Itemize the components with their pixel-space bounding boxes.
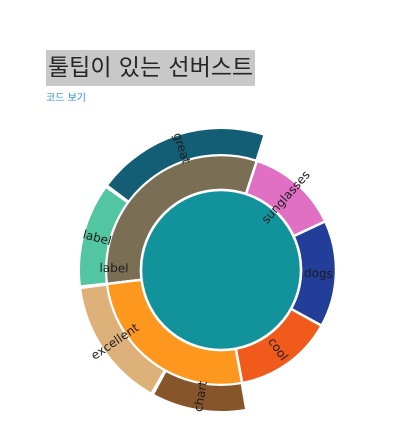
view-code-link[interactable]: 코드 보기 xyxy=(46,93,86,104)
page-title: 툴팁이 있는 선버스트 xyxy=(46,50,256,86)
label-label: label xyxy=(99,261,128,276)
center-disc xyxy=(139,188,303,352)
outer-ring xyxy=(80,129,264,411)
outer-segment-label[interactable] xyxy=(80,188,127,286)
label-chart: chart xyxy=(191,380,210,413)
outer-segment-excellent[interactable] xyxy=(81,285,164,393)
label-dogs: dogs xyxy=(304,266,333,281)
outer-segment-chart[interactable] xyxy=(154,372,245,411)
outer-segment-great[interactable] xyxy=(108,129,264,201)
